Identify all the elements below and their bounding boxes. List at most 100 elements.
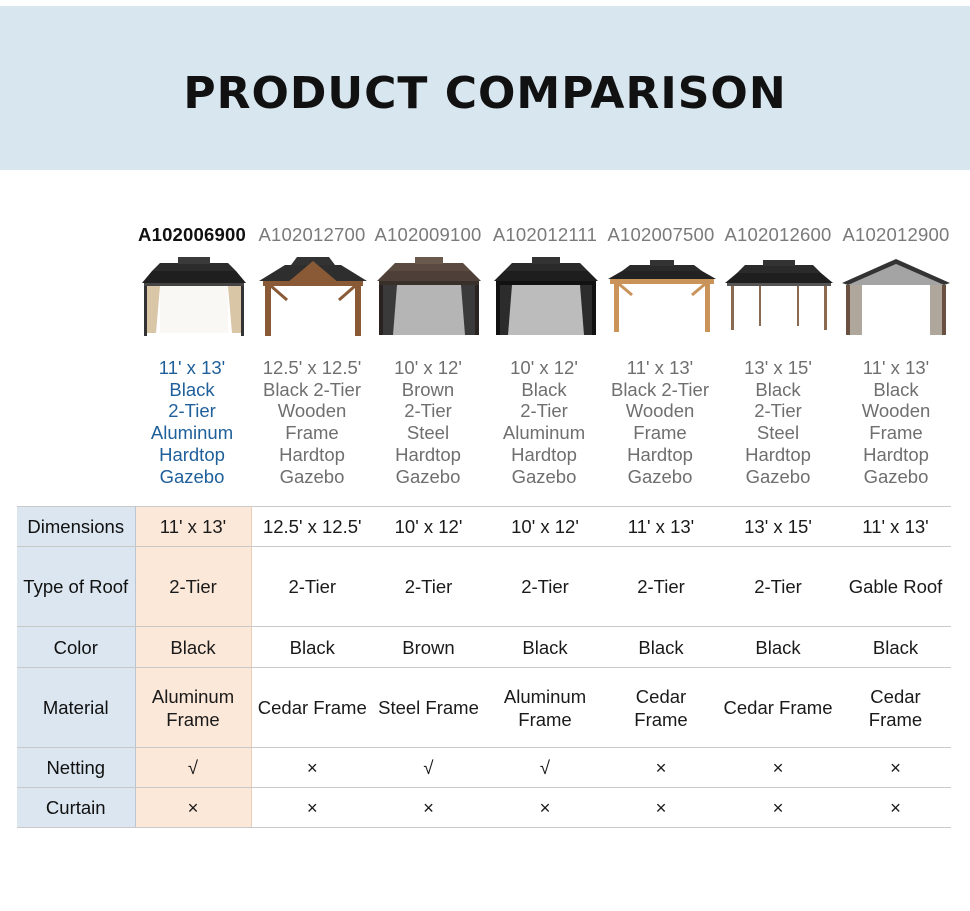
description-line: Gazebo	[863, 465, 929, 487]
description-line: Frame	[633, 422, 687, 444]
table-row-material: Material Aluminum Frame Cedar Frame Stee…	[17, 667, 951, 748]
row-label-type-of-roof: Type of Roof	[17, 546, 136, 627]
description-line: Wooden	[625, 400, 695, 422]
gazebo-image-5[interactable]	[606, 255, 718, 340]
table-cell: ×	[716, 747, 840, 788]
table-cell: ×	[251, 747, 373, 788]
table-cell: Gable Roof	[840, 546, 951, 627]
table-cell: Black	[606, 626, 716, 668]
product-sku-3[interactable]: A102009100	[374, 224, 482, 245]
description-line: 10' x 12'	[394, 357, 462, 378]
description-line: Hardtop	[863, 443, 929, 465]
table-cell: √	[484, 747, 606, 788]
gazebo-image-4[interactable]	[490, 255, 602, 340]
table-cell: 2-Tier	[373, 546, 484, 627]
table-cell: 2-Tier	[251, 546, 373, 627]
product-description-6[interactable]: 13' x 15' Black 2-Tier Steel Hardtop Gaz…	[720, 357, 836, 487]
description-line: 10' x 12'	[510, 357, 578, 378]
description-line: Gazebo	[279, 465, 345, 487]
gazebo-image-6[interactable]	[723, 255, 835, 340]
description-line: 11' x 13'	[158, 357, 226, 378]
description-line: Frame	[285, 422, 339, 444]
table-row-netting: Netting √ × √ √ × × ×	[17, 747, 951, 788]
product-description-3[interactable]: 10' x 12' Brown 2-Tier Steel Hardtop Gaz…	[370, 357, 486, 487]
table-cell: 12.5' x 12.5'	[251, 506, 373, 547]
table-cell: Brown	[373, 626, 484, 668]
description-line: Black	[873, 378, 919, 400]
description-line: Black	[521, 378, 567, 400]
description-line: Black	[755, 378, 801, 400]
description-line: Hardtop	[745, 443, 811, 465]
product-sku-1[interactable]: A102006900	[138, 224, 246, 245]
table-cell: Steel Frame	[373, 667, 484, 748]
description-line: Wooden	[861, 400, 931, 422]
description-line: Hardtop	[279, 443, 345, 465]
product-description-5[interactable]: 11' x 13' Black 2-Tier Wooden Frame Hard…	[602, 357, 718, 487]
product-sku-5[interactable]: A102007500	[607, 224, 715, 245]
product-description-4[interactable]: 10' x 12' Black 2-Tier Aluminum Hardtop …	[486, 357, 602, 487]
description-line: Gazebo	[395, 465, 461, 487]
description-line: Gazebo	[511, 465, 577, 487]
product-description-2[interactable]: 12.5' x 12.5' Black 2-Tier Wooden Frame …	[254, 357, 370, 487]
table-cell: ×	[135, 787, 252, 828]
table-cell: 2-Tier	[135, 546, 252, 627]
description-line: 2-Tier	[168, 400, 216, 422]
row-label-material: Material	[17, 667, 136, 748]
description-line: 11' x 13'	[862, 357, 930, 378]
table-cell: 10' x 12'	[373, 506, 484, 547]
table-cell: Cedar Frame	[716, 667, 840, 748]
description-line: Gazebo	[159, 465, 225, 487]
table-cell: √	[373, 747, 484, 788]
table-cell: Black	[840, 626, 951, 668]
row-label-curtain: Curtain	[17, 787, 136, 828]
table-cell: 2-Tier	[716, 546, 840, 627]
table-cell: ×	[840, 787, 951, 828]
comparison-table: Dimensions 11' x 13' 12.5' x 12.5' 10' x…	[17, 506, 951, 828]
table-cell: Cedar Frame	[251, 667, 373, 748]
description-line: 11' x 13'	[626, 357, 694, 378]
table-row-dimensions: Dimensions 11' x 13' 12.5' x 12.5' 10' x…	[17, 506, 951, 547]
table-cell: ×	[373, 787, 484, 828]
gazebo-image-1[interactable]	[138, 255, 250, 340]
description-line: Hardtop	[159, 443, 225, 465]
table-row-color: Color Black Black Brown Black Black Blac…	[17, 626, 951, 668]
product-description-7[interactable]: 11' x 13' Black Wooden Frame Hardtop Gaz…	[838, 357, 954, 487]
table-cell: 2-Tier	[606, 546, 716, 627]
row-label-netting: Netting	[17, 747, 136, 788]
description-line: Steel	[756, 422, 800, 444]
table-cell: ×	[484, 787, 606, 828]
table-cell: ×	[606, 747, 716, 788]
table-cell: √	[135, 747, 252, 788]
product-description-1[interactable]: 11' x 13' Black 2-Tier Aluminum Hardtop …	[134, 357, 250, 487]
description-line: 2-Tier	[520, 400, 568, 422]
row-label-color: Color	[17, 626, 136, 668]
product-sku-7[interactable]: A102012900	[842, 224, 950, 245]
gazebo-image-2[interactable]	[257, 255, 369, 340]
product-sku-2[interactable]: A102012700	[258, 224, 366, 245]
table-cell: ×	[840, 747, 951, 788]
header-banner: PRODUCT COMPARISON	[0, 6, 970, 170]
table-cell: Aluminum Frame	[484, 667, 606, 748]
table-cell: Cedar Frame	[606, 667, 716, 748]
table-cell: ×	[716, 787, 840, 828]
description-line: Wooden	[277, 400, 347, 422]
gazebo-image-7[interactable]	[840, 255, 952, 340]
description-line: Gazebo	[745, 465, 811, 487]
description-line: 2-Tier	[754, 400, 802, 422]
table-cell: Aluminum Frame	[135, 667, 252, 748]
table-cell: Black	[716, 626, 840, 668]
row-label-dimensions: Dimensions	[17, 506, 136, 547]
description-line: Frame	[869, 422, 923, 444]
table-cell: ×	[606, 787, 716, 828]
description-line: Hardtop	[511, 443, 577, 465]
description-line: Aluminum	[150, 422, 234, 444]
product-sku-6[interactable]: A102012600	[724, 224, 832, 245]
product-sku-4[interactable]: A102012111	[492, 224, 598, 245]
description-line: 12.5' x 12.5'	[262, 357, 362, 378]
gazebo-image-3[interactable]	[373, 255, 485, 340]
page-title: PRODUCT COMPARISON	[183, 68, 787, 119]
table-cell: 13' x 15'	[716, 506, 840, 547]
table-cell: Black	[135, 626, 252, 668]
table-cell: 11' x 13'	[606, 506, 716, 547]
table-cell: Cedar Frame	[840, 667, 951, 748]
